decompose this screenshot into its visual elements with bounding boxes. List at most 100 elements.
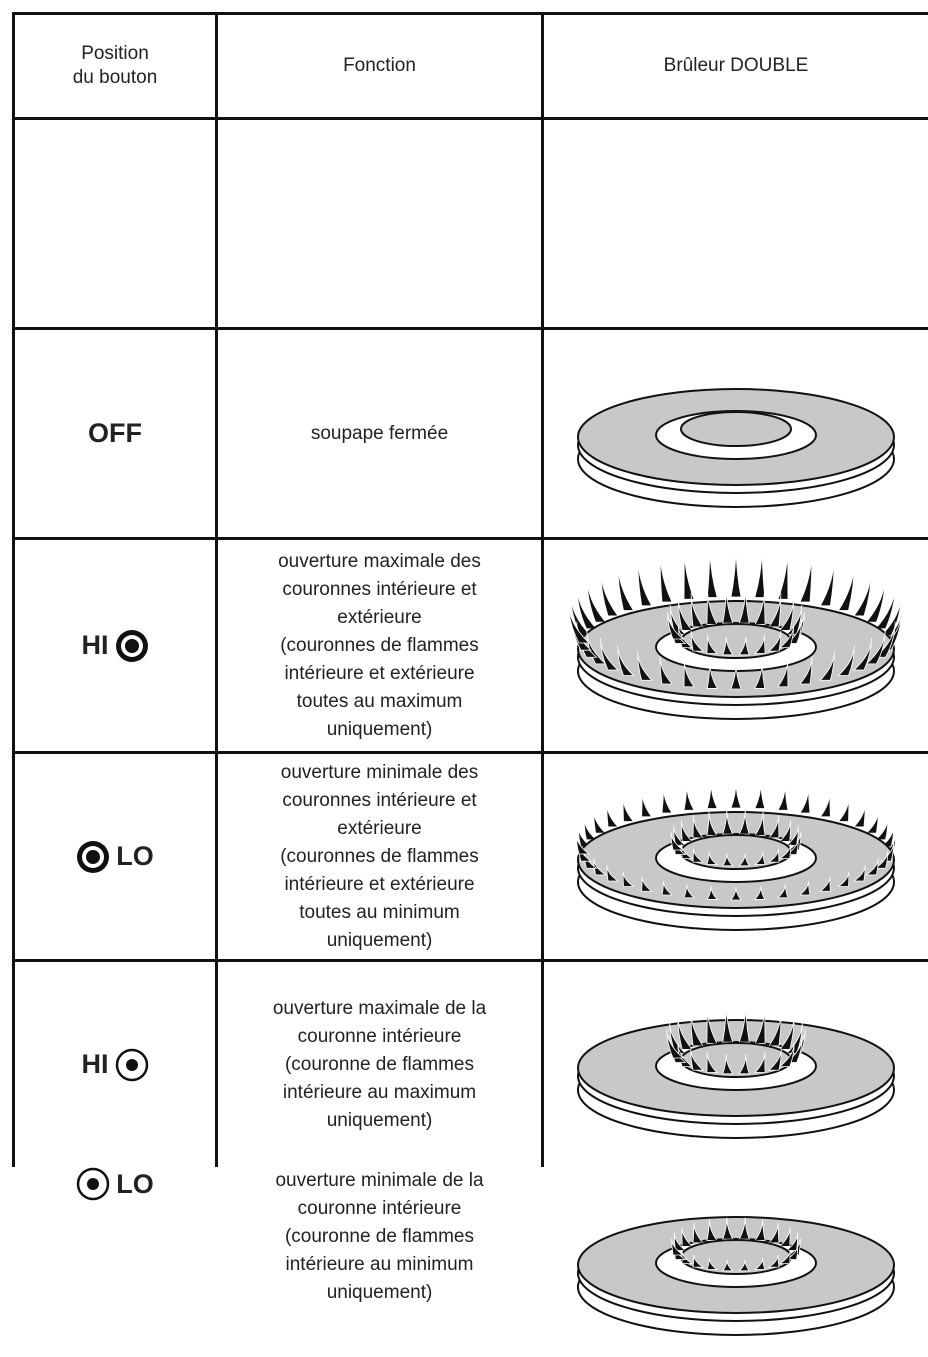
border	[12, 12, 15, 1167]
function-text: uniquement)	[326, 1109, 433, 1131]
flame	[586, 576, 607, 623]
flame	[865, 857, 879, 875]
flame	[767, 1048, 782, 1070]
flame	[677, 597, 694, 631]
table-cell: LO	[15, 754, 215, 959]
table-cell: ouverture minimale de la couronne intérie…	[218, 1167, 541, 1307]
flame	[637, 555, 653, 606]
function-text: couronne intérieure	[297, 1198, 462, 1219]
flame	[622, 796, 635, 822]
flame	[738, 636, 750, 655]
flame	[785, 618, 803, 644]
flame	[670, 831, 685, 850]
flame	[706, 634, 718, 654]
flame	[799, 655, 813, 684]
border	[12, 327, 928, 330]
position-label: HI	[81, 1049, 109, 1079]
function-text: intérieure au minimum	[285, 1254, 474, 1275]
flame	[819, 876, 831, 892]
flame	[570, 593, 592, 636]
flame	[669, 1021, 687, 1054]
flame	[706, 781, 718, 809]
table-cell: LO	[15, 1167, 215, 1201]
flame	[865, 629, 886, 664]
burner-illustration	[577, 387, 895, 508]
function-text: intérieure et extérieure	[284, 873, 475, 895]
flame	[722, 586, 734, 624]
flame	[738, 809, 750, 835]
shape	[87, 1178, 100, 1190]
flame	[617, 561, 635, 611]
burner-illustration	[568, 550, 904, 720]
header-text: Brûleur DOUBLE	[663, 55, 809, 76]
flame	[677, 1014, 694, 1050]
flame	[600, 637, 620, 670]
flame	[617, 644, 635, 676]
function-text: ouverture minimale de la	[275, 1170, 484, 1191]
flame	[852, 864, 866, 881]
shape	[680, 410, 792, 447]
flame	[853, 802, 866, 827]
flame	[683, 550, 695, 600]
flame	[819, 555, 835, 606]
burner-illustration	[577, 1216, 895, 1336]
flame	[706, 1005, 718, 1044]
flame	[690, 630, 705, 651]
flame	[778, 1042, 795, 1067]
flame	[606, 864, 620, 881]
flame	[778, 1014, 795, 1050]
flame	[754, 811, 766, 836]
shape	[125, 1058, 138, 1071]
shape	[680, 1041, 792, 1078]
flame	[730, 886, 742, 900]
flame	[785, 1035, 803, 1063]
flame	[798, 880, 811, 895]
flame	[575, 833, 591, 854]
flame	[799, 786, 811, 813]
flame	[852, 637, 872, 670]
burner-illustration	[577, 1003, 895, 1139]
page: Position du bouton Fonction Brûleur DOUB…	[12, 12, 928, 1336]
flame	[690, 1048, 705, 1070]
flame	[659, 550, 673, 602]
flame	[819, 791, 831, 817]
flame	[799, 550, 813, 602]
function-text: uniquement)	[326, 929, 433, 951]
table-cell: soupape fermée	[218, 330, 541, 537]
flame	[683, 883, 696, 898]
flame	[837, 870, 850, 887]
shape	[680, 1239, 792, 1275]
flame	[706, 1051, 718, 1073]
flame	[754, 634, 766, 654]
flame	[706, 885, 719, 900]
flame	[722, 636, 734, 655]
flame	[683, 659, 695, 687]
flame	[692, 848, 705, 862]
function-text: (couronnes de flammes	[280, 634, 479, 656]
flame	[669, 604, 687, 635]
flame	[767, 848, 780, 862]
flame	[722, 1003, 734, 1043]
flame	[738, 1003, 750, 1043]
function-text: couronnes intérieure et	[282, 578, 477, 600]
function-text: extérieure	[337, 606, 422, 628]
flame	[880, 825, 895, 847]
function-text: (couronnes de flammes	[280, 845, 479, 867]
table-cell: ouverture maximale de la couronne intérie…	[218, 962, 541, 1167]
table-cell: OFF	[15, 330, 215, 537]
flame	[637, 650, 653, 681]
flame	[874, 621, 896, 658]
flame	[777, 783, 789, 811]
flame	[722, 853, 734, 866]
flame	[706, 661, 718, 689]
flame	[837, 561, 855, 611]
header-text: Position	[81, 43, 149, 64]
border	[12, 537, 928, 540]
flame	[680, 819, 694, 842]
knob-icon	[115, 629, 148, 662]
flame	[659, 655, 673, 684]
flame	[661, 786, 673, 813]
table-cell	[544, 754, 928, 959]
flame	[768, 1009, 782, 1046]
flame	[785, 604, 803, 635]
